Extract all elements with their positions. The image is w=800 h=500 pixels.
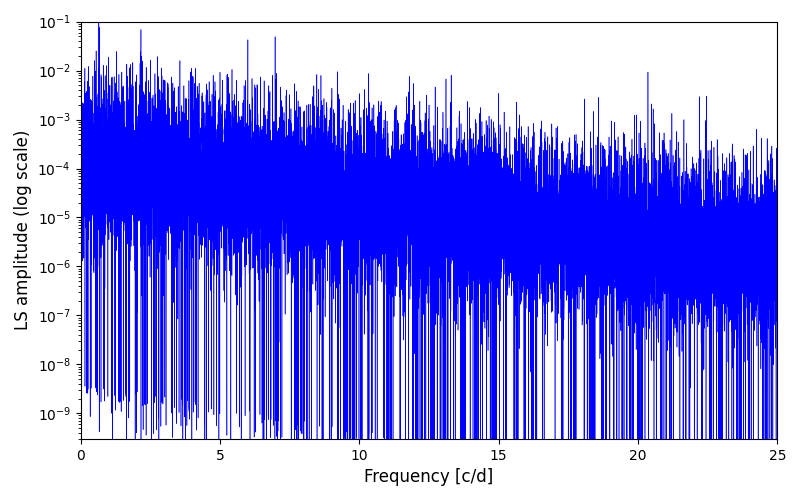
Y-axis label: LS amplitude (log scale): LS amplitude (log scale) — [14, 130, 32, 330]
X-axis label: Frequency [c/d]: Frequency [c/d] — [364, 468, 494, 486]
